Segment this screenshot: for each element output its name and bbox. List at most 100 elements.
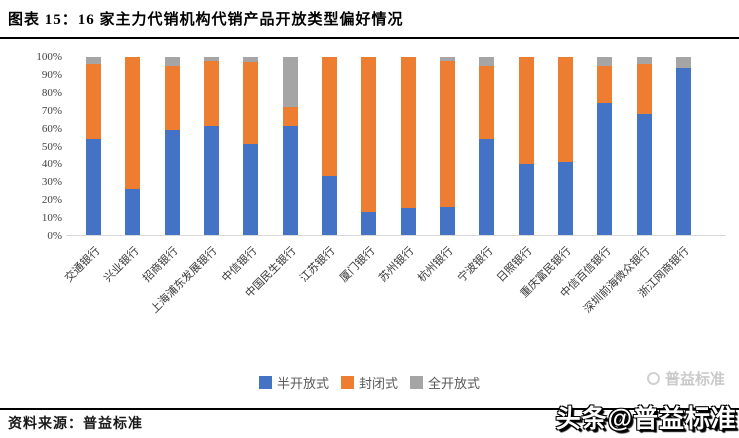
- bar-column: 招商银行: [141, 57, 181, 285]
- bar-stack: [518, 57, 534, 235]
- legend-label: 封闭式: [358, 376, 398, 391]
- watermark-logo: 普益标准: [646, 368, 725, 389]
- legend-label: 全开放式: [428, 376, 481, 391]
- bar-segment-semi-open: [400, 208, 416, 235]
- bar-column: 日照银行: [495, 57, 535, 285]
- bar-column: 杭州银行: [416, 57, 456, 285]
- legend-label: 半开放式: [276, 376, 329, 391]
- bar-stack: [439, 57, 455, 235]
- bar-column: 上海浦东发展银行: [149, 57, 220, 316]
- bar-stack: [597, 57, 613, 235]
- bar-segment-closed: [86, 64, 101, 139]
- bar-segment-semi-open: [557, 162, 573, 235]
- bar-column: 重庆富民银行: [519, 57, 574, 300]
- bar-segment-semi-open: [479, 138, 495, 235]
- bar-segment-semi-open: [518, 163, 534, 235]
- y-tick-label: 60%: [41, 122, 62, 135]
- bar-segment-closed: [400, 57, 416, 209]
- source-note: 资料来源：普益标准: [8, 417, 143, 432]
- footer-divider: [0, 408, 739, 410]
- y-tick-label: 90%: [41, 68, 62, 81]
- bar-column: 江苏银行: [298, 57, 338, 285]
- bar-segment-full-open: [479, 57, 495, 66]
- figure-title: 图表 15：16 家主力代销机构代销产品开放类型偏好情况: [8, 12, 404, 28]
- x-axis-label: 日照银行: [494, 245, 535, 285]
- y-axis: 0% 10% 20% 30% 40% 50% 60% 70% 80% 90% 100%: [0, 51, 62, 242]
- bar-segment-semi-open: [439, 206, 455, 235]
- x-axis-label: 兴业银行: [101, 245, 142, 285]
- bar-stack: [557, 57, 573, 235]
- stacked-bar-plot: 交通银行 兴业银行 招商银行 上海浦东发展银行 中信银行 中国民生银行 江苏银行 厦门银行 苏州…: [62, 57, 726, 316]
- legend-swatch-icon: [340, 376, 354, 389]
- y-tick-label: 50%: [41, 140, 62, 153]
- bar-segment-full-open: [243, 57, 259, 63]
- bar-segment-closed: [557, 57, 573, 163]
- bar-stack: [282, 57, 298, 235]
- bar-column: 中国民生银行: [243, 57, 299, 300]
- x-axis-label: 招商银行: [141, 245, 181, 285]
- bar-column: 中信百信银行: [558, 57, 613, 300]
- x-axis-label: 苏州银行: [377, 245, 417, 285]
- bar-segment-closed: [361, 57, 377, 212]
- bar-segment-semi-open: [361, 211, 377, 235]
- bar-stack: [164, 57, 180, 235]
- bar-segment-full-open: [282, 57, 298, 107]
- y-tick-label: 20%: [41, 194, 62, 207]
- bar-segment-full-open: [636, 57, 652, 65]
- bar-segment-semi-open: [125, 188, 141, 235]
- bar-stack: [321, 57, 337, 235]
- bar-segment-full-open: [439, 57, 455, 61]
- bar-segment-full-open: [597, 57, 613, 66]
- logo-circle-icon: [646, 372, 660, 385]
- x-axis-label: 杭州银行: [416, 245, 456, 285]
- y-tick-label: 10%: [41, 212, 62, 225]
- chart-legend: 半开放式 封闭式 全开放式: [0, 373, 739, 392]
- bar-stack: [636, 57, 652, 235]
- bar-segment-full-open: [675, 57, 691, 68]
- legend-item-semi-open: 半开放式: [258, 373, 329, 392]
- bar-segment-full-open: [203, 57, 219, 61]
- bar-segment-semi-open: [243, 144, 259, 235]
- bar-segment-closed: [125, 57, 141, 189]
- bar-column: 苏州银行: [377, 57, 417, 285]
- bar-segment-semi-open: [164, 129, 180, 235]
- legend-item-closed: 封闭式: [340, 373, 398, 392]
- x-axis-label: 宁波银行: [455, 245, 496, 285]
- y-tick-label: 80%: [41, 86, 62, 99]
- bar-segment-semi-open: [597, 103, 613, 235]
- bar-segment-full-open: [86, 57, 101, 65]
- bar-segment-closed: [636, 64, 652, 114]
- bar-column: 中信银行: [220, 57, 259, 285]
- legend-swatch-icon: [410, 376, 423, 389]
- y-tick-label: 0%: [47, 230, 62, 242]
- bar-stack: [361, 57, 377, 235]
- bar-column: 深圳前海微众银行: [582, 57, 653, 316]
- y-tick-label: 70%: [41, 104, 62, 117]
- legend-swatch-icon: [258, 376, 272, 389]
- bar-segment-closed: [321, 57, 337, 177]
- x-axis-label: 厦门银行: [337, 245, 378, 285]
- bar-stack: [125, 57, 141, 235]
- bar-segment-full-open: [164, 57, 180, 66]
- x-axis-label: 交通银行: [62, 245, 102, 285]
- bar-column: 宁波银行: [456, 57, 495, 285]
- x-axis-label: 江苏银行: [298, 245, 338, 285]
- bar-stack: [675, 57, 691, 235]
- bar-stack: [243, 57, 259, 235]
- y-tick-label: 40%: [41, 158, 62, 171]
- bar-segment-closed: [597, 65, 613, 104]
- bar-stack: [400, 57, 416, 235]
- bar-column: 交通银行: [62, 57, 102, 285]
- bar-stack: [203, 57, 219, 235]
- bar-segment-semi-open: [203, 126, 219, 235]
- y-tick-label: 100%: [36, 51, 62, 63]
- bar-column: 浙江网商银行: [637, 57, 692, 300]
- bar-segment-semi-open: [321, 176, 337, 235]
- y-tick-label: 30%: [41, 176, 62, 189]
- bar-segment-closed: [518, 57, 534, 164]
- legend-item-full-open: 全开放式: [410, 373, 480, 392]
- watermark-text: 头条@普益标准: [555, 405, 737, 433]
- bar-stack: [479, 57, 495, 235]
- bar-column: 厦门银行: [338, 57, 377, 285]
- bar-segment-closed: [243, 62, 259, 145]
